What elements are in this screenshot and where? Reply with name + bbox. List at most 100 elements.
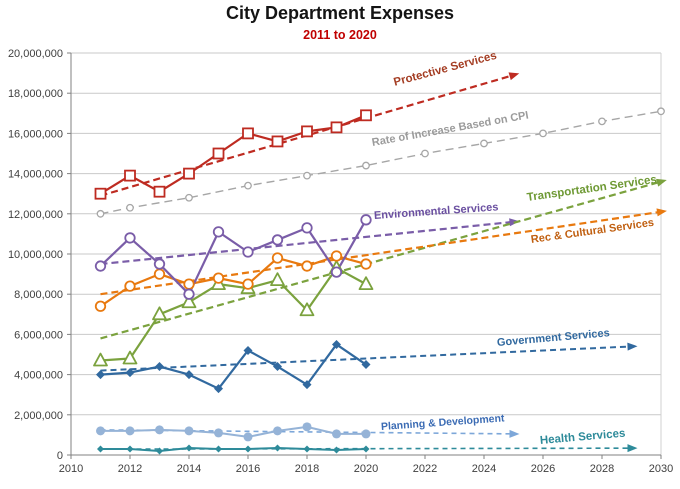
data-point [212,147,225,160]
data-point [124,232,136,244]
data-point [215,445,222,453]
x-axis-label: 2026 [531,463,555,475]
data-point [480,139,488,148]
data-point [156,447,163,455]
series-line-rec-cultural-services [99,254,367,308]
x-axis-label: 2016 [236,463,260,475]
x-axis-label: 2020 [354,463,378,475]
x-axis-label: 2030 [649,463,673,475]
data-point [185,444,193,452]
data-point [152,306,167,321]
x-axis-label: 2018 [295,463,319,475]
series-markers [93,107,665,455]
data-point [361,360,371,370]
data-point [271,234,284,246]
data-point [124,280,136,292]
x-axis-label: 2012 [118,463,142,475]
data-point [302,380,312,390]
data-point [657,107,665,116]
data-point [126,203,134,212]
data-point [301,125,313,138]
data-point [214,428,223,438]
series-line-government-services [100,343,367,390]
data-point [96,370,105,380]
data-point [214,384,223,394]
x-axis-label: 2022 [413,463,437,475]
data-point [125,426,135,436]
data-point [303,445,311,453]
markers-planning-development [96,422,371,442]
data-point [244,181,252,190]
data-point [271,252,284,264]
data-point [360,214,372,226]
x-axis-label: 2024 [472,463,496,475]
data-point [181,294,197,309]
data-point [212,272,225,284]
data-point [185,193,193,202]
data-point [362,445,370,453]
data-point [360,109,372,122]
x-axis-label: 2028 [590,463,614,475]
markers-health-services [97,444,370,455]
y-axis-label: 0 [57,450,63,462]
y-axis-label: 18,000,000 [8,88,63,100]
data-point [184,370,194,380]
data-point [358,276,374,291]
data-point [183,167,195,180]
data-point [242,127,254,140]
y-axis-label: 14,000,000 [8,169,63,181]
x-axis-label: 2014 [177,463,201,475]
data-point [242,278,254,290]
data-point [301,222,313,234]
data-point [333,446,340,454]
data-point [94,260,107,272]
series-line-health-services [100,446,367,452]
data-point [270,272,285,287]
series-line-transportation-services [100,266,367,362]
trend-arrow-health-services [627,444,638,453]
markers-environmental-services [94,214,372,300]
data-point [301,260,313,272]
data-point [243,432,253,442]
markers-government-services [96,339,371,394]
data-point [332,339,341,349]
data-point [153,268,166,280]
data-point [303,171,311,180]
series-line-environmental-services [99,219,367,296]
markers-rate-of-increase-based-on-cpi [96,107,665,218]
x-axis-label: 2010 [59,463,83,475]
y-axis-label: 16,000,000 [8,128,63,140]
data-point [273,362,282,372]
data-point [212,226,225,238]
series-line-planning-development [100,425,366,438]
axes: 0 2,000,000 4,000,000 6,000,000 8,000,000 10,… [8,48,673,475]
trend-arrow-rec-cultural-services [656,208,667,217]
data-point [330,121,343,134]
data-point [184,426,194,436]
data-point [153,185,166,198]
data-point [362,161,370,170]
data-point [274,444,281,452]
data-point [126,445,134,453]
trendline-planning-development [100,429,514,435]
data-point [360,258,372,270]
data-point [155,425,164,435]
data-point [93,352,108,367]
trendline-rec-cultural-services [100,210,662,296]
trend-arrow-protective-services [508,72,520,81]
data-point [124,169,136,182]
y-axis-label: 6,000,000 [14,329,63,341]
trend-arrow-transportation-services [656,178,667,187]
data-point [94,300,107,312]
data-point [273,426,282,436]
chart-title: City Department Expenses [225,3,455,23]
data-point [361,429,371,439]
y-axis-label: 8,000,000 [14,289,63,301]
data-point [598,117,606,126]
data-point [330,266,343,278]
data-point [299,302,315,317]
markers-rec-cultural-services [94,250,372,312]
data-point [155,362,164,372]
